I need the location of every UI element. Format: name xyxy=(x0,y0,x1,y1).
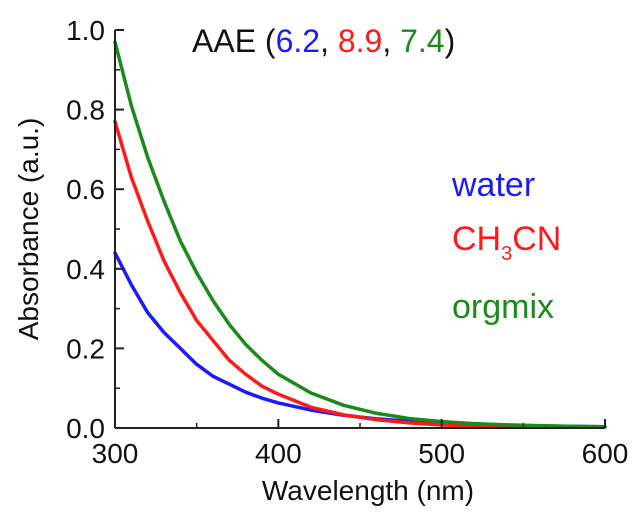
y-tick-label-0.6: 0.6 xyxy=(66,174,105,205)
aae-separator: , xyxy=(320,23,329,59)
legend-text-part: CH xyxy=(452,220,501,258)
aae-space xyxy=(391,23,400,59)
y-tick-label-0.2: 0.2 xyxy=(66,333,105,364)
aae-value-3: 7.4 xyxy=(400,23,444,59)
y-axis-title: Absorbance (a.u.) xyxy=(13,118,44,341)
x-tick-label-500: 500 xyxy=(418,438,465,469)
y-tick-label-0.8: 0.8 xyxy=(66,95,105,126)
x-tick-label-400: 400 xyxy=(255,438,302,469)
legend-text-part: 3 xyxy=(501,243,512,265)
legend-text-part: CN xyxy=(512,220,561,258)
legend-entry-ch3cn: CH3CN xyxy=(452,220,561,265)
y-tick-label-0.4: 0.4 xyxy=(66,254,105,285)
x-tick-label-300: 300 xyxy=(92,438,139,469)
aae-prefix: AAE ( xyxy=(192,23,276,59)
x-axis-title: Wavelength (nm) xyxy=(262,475,474,506)
y-tick-label-0.0: 0.0 xyxy=(66,413,105,444)
x-tick-label-600: 600 xyxy=(582,438,629,469)
series-line-water xyxy=(113,251,607,429)
aae-suffix: ) xyxy=(445,23,456,59)
aae-annotation: AAE (6.2, 8.9, 7.4) xyxy=(192,23,455,59)
aae-separator: , xyxy=(382,23,391,59)
series-line-orgmix xyxy=(113,40,607,429)
y-tick-label-1.0: 1.0 xyxy=(66,15,105,46)
aae-value-1: 6.2 xyxy=(276,23,320,59)
aae-value-2: 8.9 xyxy=(338,23,382,59)
legend-entry-water: water xyxy=(451,166,535,204)
aae-space xyxy=(329,23,338,59)
legend-entry-orgmix: orgmix xyxy=(452,288,554,326)
